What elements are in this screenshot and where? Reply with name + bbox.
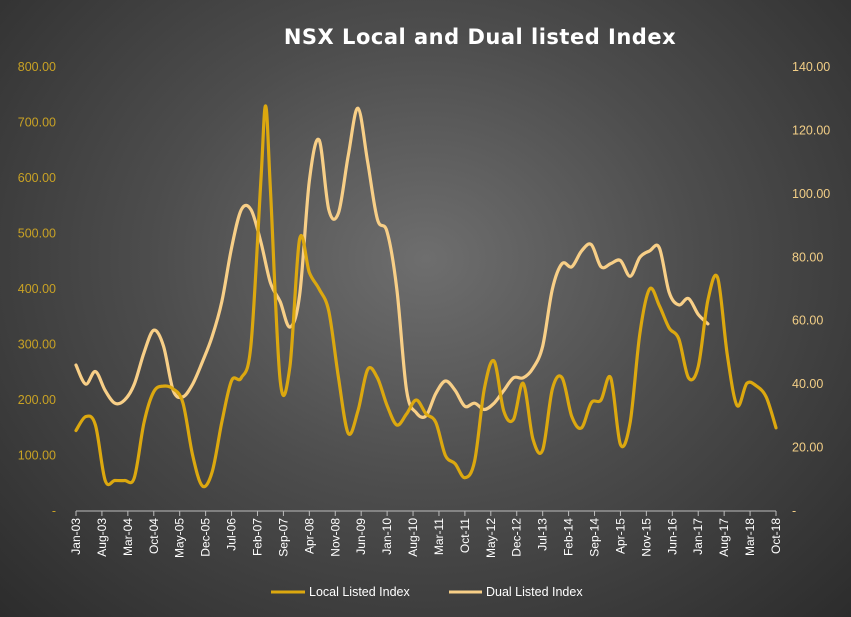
right-tick-label: 40.00 [792, 377, 823, 391]
left-tick-label: - [52, 504, 56, 518]
x-tick-label: Oct-04 [147, 518, 161, 554]
x-tick-label: Jul-13 [536, 518, 550, 551]
x-tick-label: Apr-15 [613, 518, 627, 554]
x-tick-label: Jan-17 [691, 518, 705, 555]
right-tick-label: 60.00 [792, 314, 823, 328]
x-tick-label: Nov-08 [328, 518, 342, 557]
right-tick-label: 100.00 [792, 187, 830, 201]
legend: Local Listed Index Dual Listed Index [271, 585, 583, 599]
x-tick-label: Mar-11 [432, 518, 446, 555]
x-tick-label: Dec-05 [199, 518, 213, 557]
right-tick-label: 140.00 [792, 60, 830, 74]
x-axis: Jan-03 Aug-03 Mar-04 Oct-04 May-05 Dec-05 Jul-… [69, 511, 783, 558]
x-tick-label: Sep-07 [276, 518, 290, 557]
left-tick-label: 500.00 [18, 227, 56, 241]
left-tick-label: 300.00 [18, 338, 56, 352]
left-tick-label: 800.00 [18, 60, 56, 74]
x-tick-label: Jul-06 [225, 518, 239, 551]
x-tick-label: Mar-04 [121, 518, 135, 556]
x-tick-label: Jan-10 [380, 518, 394, 555]
left-tick-label: 600.00 [18, 171, 56, 185]
x-tick-label: Sep-14 [588, 518, 602, 557]
right-tick-label: 120.00 [792, 123, 830, 137]
x-tick-label: Aug-17 [717, 518, 731, 557]
x-tick-label: Oct-11 [458, 518, 472, 553]
x-tick-label: Jun-09 [354, 518, 368, 555]
x-tick-label: Feb-07 [250, 518, 264, 556]
left-y-axis: - 100.00 200.00 300.00 400.00 500.00 600.00 700… [18, 60, 56, 518]
left-tick-label: 400.00 [18, 282, 56, 296]
x-tick-label: Mar-18 [743, 518, 757, 556]
x-tick-label: Jan-03 [69, 518, 83, 555]
x-tick-label: May-05 [173, 518, 187, 558]
right-tick-label: 20.00 [792, 441, 823, 455]
legend-label-dual: Dual Listed Index [486, 585, 583, 599]
x-tick-label: Apr-08 [302, 518, 316, 554]
local-listed-index-line [74, 104, 778, 489]
left-tick-label: 700.00 [18, 116, 56, 130]
series-layer [74, 104, 778, 489]
right-tick-label: - [792, 504, 796, 518]
x-tick-label: May-12 [484, 518, 498, 558]
left-tick-label: 200.00 [18, 393, 56, 407]
x-tick-label: Feb-14 [562, 518, 576, 556]
dual-listed-index-line [74, 106, 710, 419]
x-tick-label: Jun-16 [665, 518, 679, 555]
chart-title: NSX Local and Dual listed Index [284, 25, 676, 49]
x-tick-label: Nov-15 [639, 518, 653, 557]
x-tick-label: Dec-12 [510, 518, 524, 557]
left-tick-label: 100.00 [18, 449, 56, 463]
x-tick-label: Oct-18 [769, 518, 783, 554]
right-tick-label: 80.00 [792, 250, 823, 264]
x-tick-label: Aug-03 [95, 518, 109, 557]
legend-label-local: Local Listed Index [309, 585, 411, 599]
x-tick-label: Aug-10 [406, 518, 420, 557]
right-y-axis: - 20.00 40.00 60.00 80.00 100.00 120.00 140.00 [792, 60, 830, 518]
